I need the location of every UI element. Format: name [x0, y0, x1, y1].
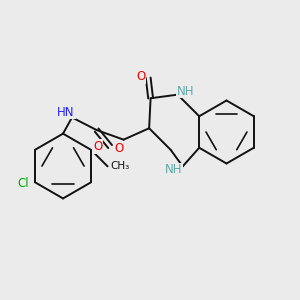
Text: Cl: Cl — [18, 177, 29, 190]
Text: HN: HN — [57, 106, 75, 118]
Text: O: O — [93, 140, 102, 153]
Text: O: O — [114, 142, 123, 154]
Text: NH: NH — [177, 85, 195, 98]
Text: CH₃: CH₃ — [111, 161, 130, 171]
Text: NH: NH — [165, 164, 182, 176]
Text: O: O — [136, 70, 145, 83]
